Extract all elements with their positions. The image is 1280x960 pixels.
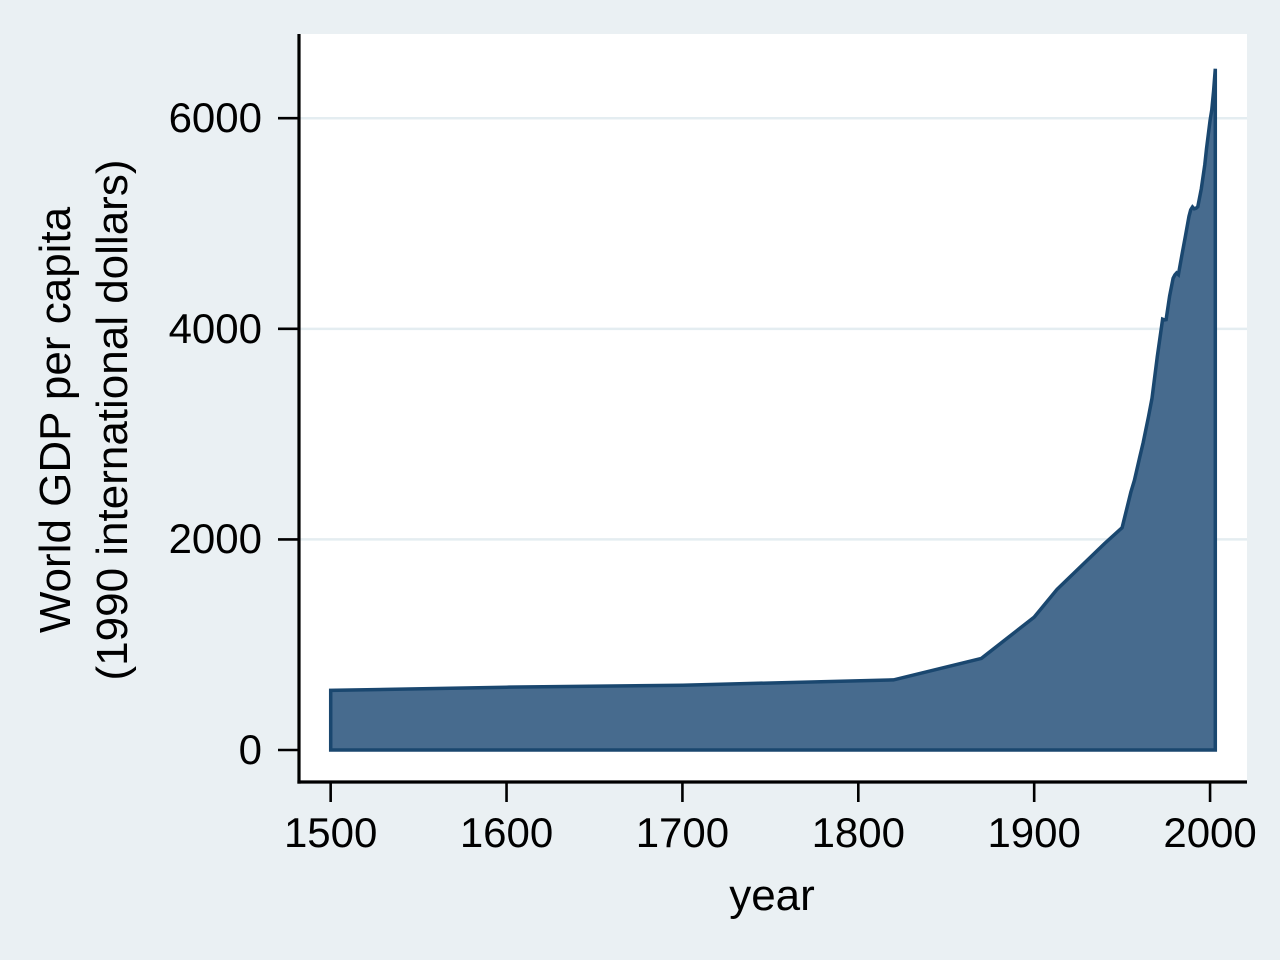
y-tick-label-0: 0 [238, 726, 262, 773]
x-tick-label-1700: 1700 [635, 809, 730, 856]
x-tick-label-1800: 1800 [811, 809, 906, 856]
x-tick-label-1500: 1500 [283, 809, 378, 856]
gdp-area-series [328, 68, 1218, 752]
y-axis-title: World GDP per capita (1990 international… [27, 160, 141, 681]
y-tick-label-2000: 2000 [168, 515, 262, 563]
x-tick-label-2000: 2000 [1163, 809, 1257, 856]
x-axis-title: year [729, 871, 815, 920]
x-tick-label-1900: 1900 [987, 809, 1081, 856]
y-tick-label-6000: 6000 [168, 94, 262, 142]
y-axis-title-line1: World GDP per capita [31, 206, 80, 634]
y-axis-title-line2: (1990 international dollars) [88, 159, 137, 681]
x-tick-label-1600: 1600 [459, 809, 554, 856]
y-tick-label-4000: 4000 [168, 304, 262, 352]
